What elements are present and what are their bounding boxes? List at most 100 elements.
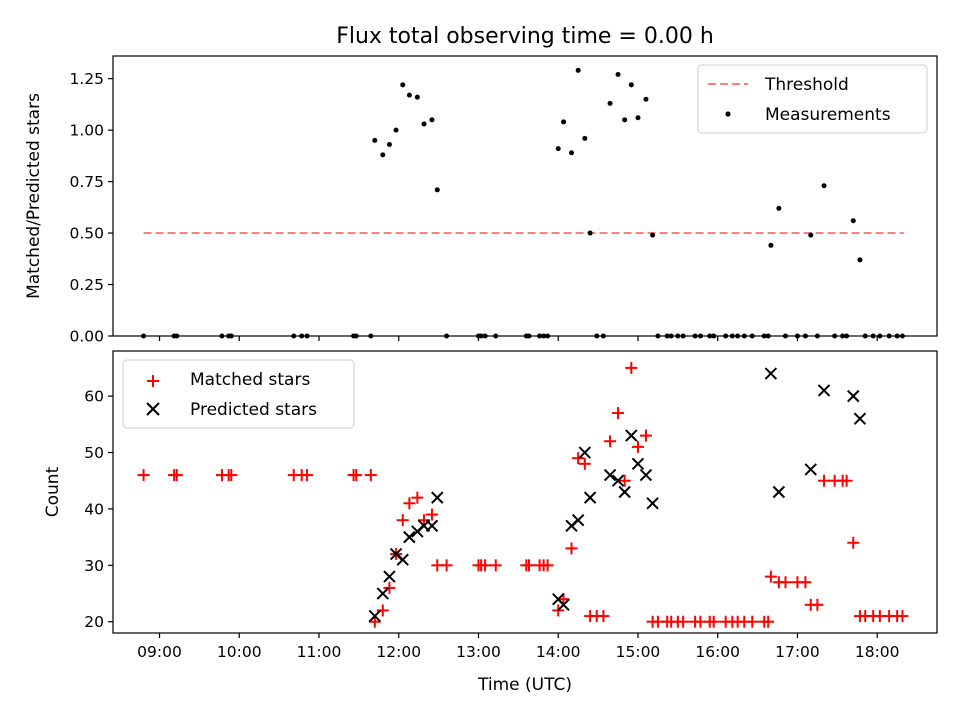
matched-star-point <box>618 474 631 487</box>
x-tick-label: 18:00 <box>855 643 900 661</box>
matched-star-point <box>565 542 578 555</box>
matched-star-point <box>847 536 860 549</box>
measurement-point <box>421 121 427 127</box>
matched-star-point <box>746 615 759 628</box>
ratio-legend: Threshold Measurements <box>697 64 928 134</box>
y-axis-label-ratio: Matched/Predicted stars <box>24 93 44 299</box>
count-plot-frame <box>112 350 938 634</box>
ratio-y-tick-label: 1.25 <box>69 70 104 88</box>
matched-star-point <box>440 559 453 572</box>
matched-star-point <box>479 559 492 572</box>
count-y-tick-label: 40 <box>84 500 104 518</box>
matched-star-point <box>411 491 424 504</box>
matched-star-point <box>170 469 183 482</box>
matched-star-point <box>779 576 792 589</box>
measurement-point <box>821 183 827 189</box>
ratio-panel: Flux total observing time = 0.00 h Match… <box>24 24 938 346</box>
measurement-point <box>808 232 814 238</box>
matched-star-point <box>572 452 585 465</box>
legend-matched-swatch <box>147 375 159 387</box>
count-y-tick-label: 20 <box>84 613 104 631</box>
matched-star-point <box>625 361 638 374</box>
predicted-star-point <box>431 491 444 504</box>
measurement-point <box>622 117 628 123</box>
legend-measurements-label: Measurements <box>765 105 891 125</box>
matched-star-point <box>677 615 690 628</box>
x-tick-label: 12:00 <box>376 643 421 661</box>
matched-star-point <box>350 469 363 482</box>
chart-title: Flux total observing time = 0.00 h <box>336 24 714 49</box>
measurement-point <box>372 137 378 143</box>
measurement-point <box>434 187 440 193</box>
matched-star-point <box>417 514 430 527</box>
matched-star-point <box>762 615 775 628</box>
measurement-point <box>414 94 420 100</box>
count-panel: Count Time (UTC) 20 30 40 50 60 09:00 10:00 11… <box>43 350 938 695</box>
legend-threshold-label: Threshold <box>764 75 849 95</box>
predicted-star-point <box>847 389 860 403</box>
legend-matched-label: Matched stars <box>190 370 310 390</box>
matched-star-point <box>368 615 381 628</box>
predicted-star-point <box>853 412 867 425</box>
measurement-point <box>386 142 392 148</box>
matched-star-point <box>403 497 416 510</box>
measurement-point <box>857 257 863 263</box>
matched-star-point <box>639 429 652 442</box>
ratio-y-tick-label: 0.50 <box>69 225 104 243</box>
matched-star-point <box>597 610 610 623</box>
matched-star-point <box>364 469 377 482</box>
measurement-point <box>768 242 774 248</box>
predicted-star-point <box>625 429 638 442</box>
predicted-star-point <box>557 598 570 612</box>
predicted-star-point <box>583 491 597 504</box>
measurement-point <box>555 146 561 152</box>
predicted-star-point <box>772 485 786 499</box>
measurement-point <box>429 117 435 123</box>
predicted-star-point <box>376 587 390 600</box>
x-tick-label: 10:00 <box>217 643 262 661</box>
matched-star-point <box>707 615 720 628</box>
count-y-tick-label: 50 <box>84 444 104 462</box>
predicted-star-point <box>611 474 625 487</box>
measurement-point <box>587 230 593 236</box>
predicted-star-point <box>603 468 617 482</box>
measurement-point <box>393 127 399 133</box>
matched-star-point <box>425 508 438 521</box>
matched-star-point <box>612 407 625 420</box>
measurement-point <box>650 232 656 238</box>
ratio-y-tick-label: 0.00 <box>69 328 104 346</box>
matched-star-point <box>522 559 535 572</box>
predicted-star-point <box>396 553 409 566</box>
matched-star-point <box>225 469 238 482</box>
matched-star-point <box>578 457 591 470</box>
matched-star-point <box>840 474 853 487</box>
measurement-point <box>575 67 581 73</box>
x-tick-label: 17:00 <box>775 643 820 661</box>
measurement-point <box>400 82 406 88</box>
measurement-point <box>615 72 621 78</box>
matched-star-point <box>818 474 831 487</box>
predicted-star-point <box>368 609 382 623</box>
matched-star-point <box>799 576 812 589</box>
predicted-star-point <box>425 519 439 533</box>
measurement-point <box>628 82 634 88</box>
x-tick-label: 11:00 <box>297 643 342 661</box>
ratio-plot-frame <box>112 55 938 337</box>
predicted-star-point <box>618 485 631 499</box>
predicted-star-point <box>764 367 778 380</box>
predicted-star-point <box>403 530 416 544</box>
predicted-star-point <box>804 463 817 476</box>
measurement-point <box>582 135 588 141</box>
matched-star-point <box>376 604 389 617</box>
measurement-point <box>569 150 575 156</box>
matched-star-point <box>541 559 554 572</box>
predicted-star-point <box>631 457 645 471</box>
matched-star-point <box>811 598 824 611</box>
predicted-star-point <box>578 446 592 459</box>
x-tick-label: 13:00 <box>456 643 501 661</box>
legend-box <box>697 64 928 134</box>
matched-star-point <box>489 559 502 572</box>
matched-star-point <box>383 581 396 594</box>
ratio-y-tick-label: 1.00 <box>69 122 104 140</box>
